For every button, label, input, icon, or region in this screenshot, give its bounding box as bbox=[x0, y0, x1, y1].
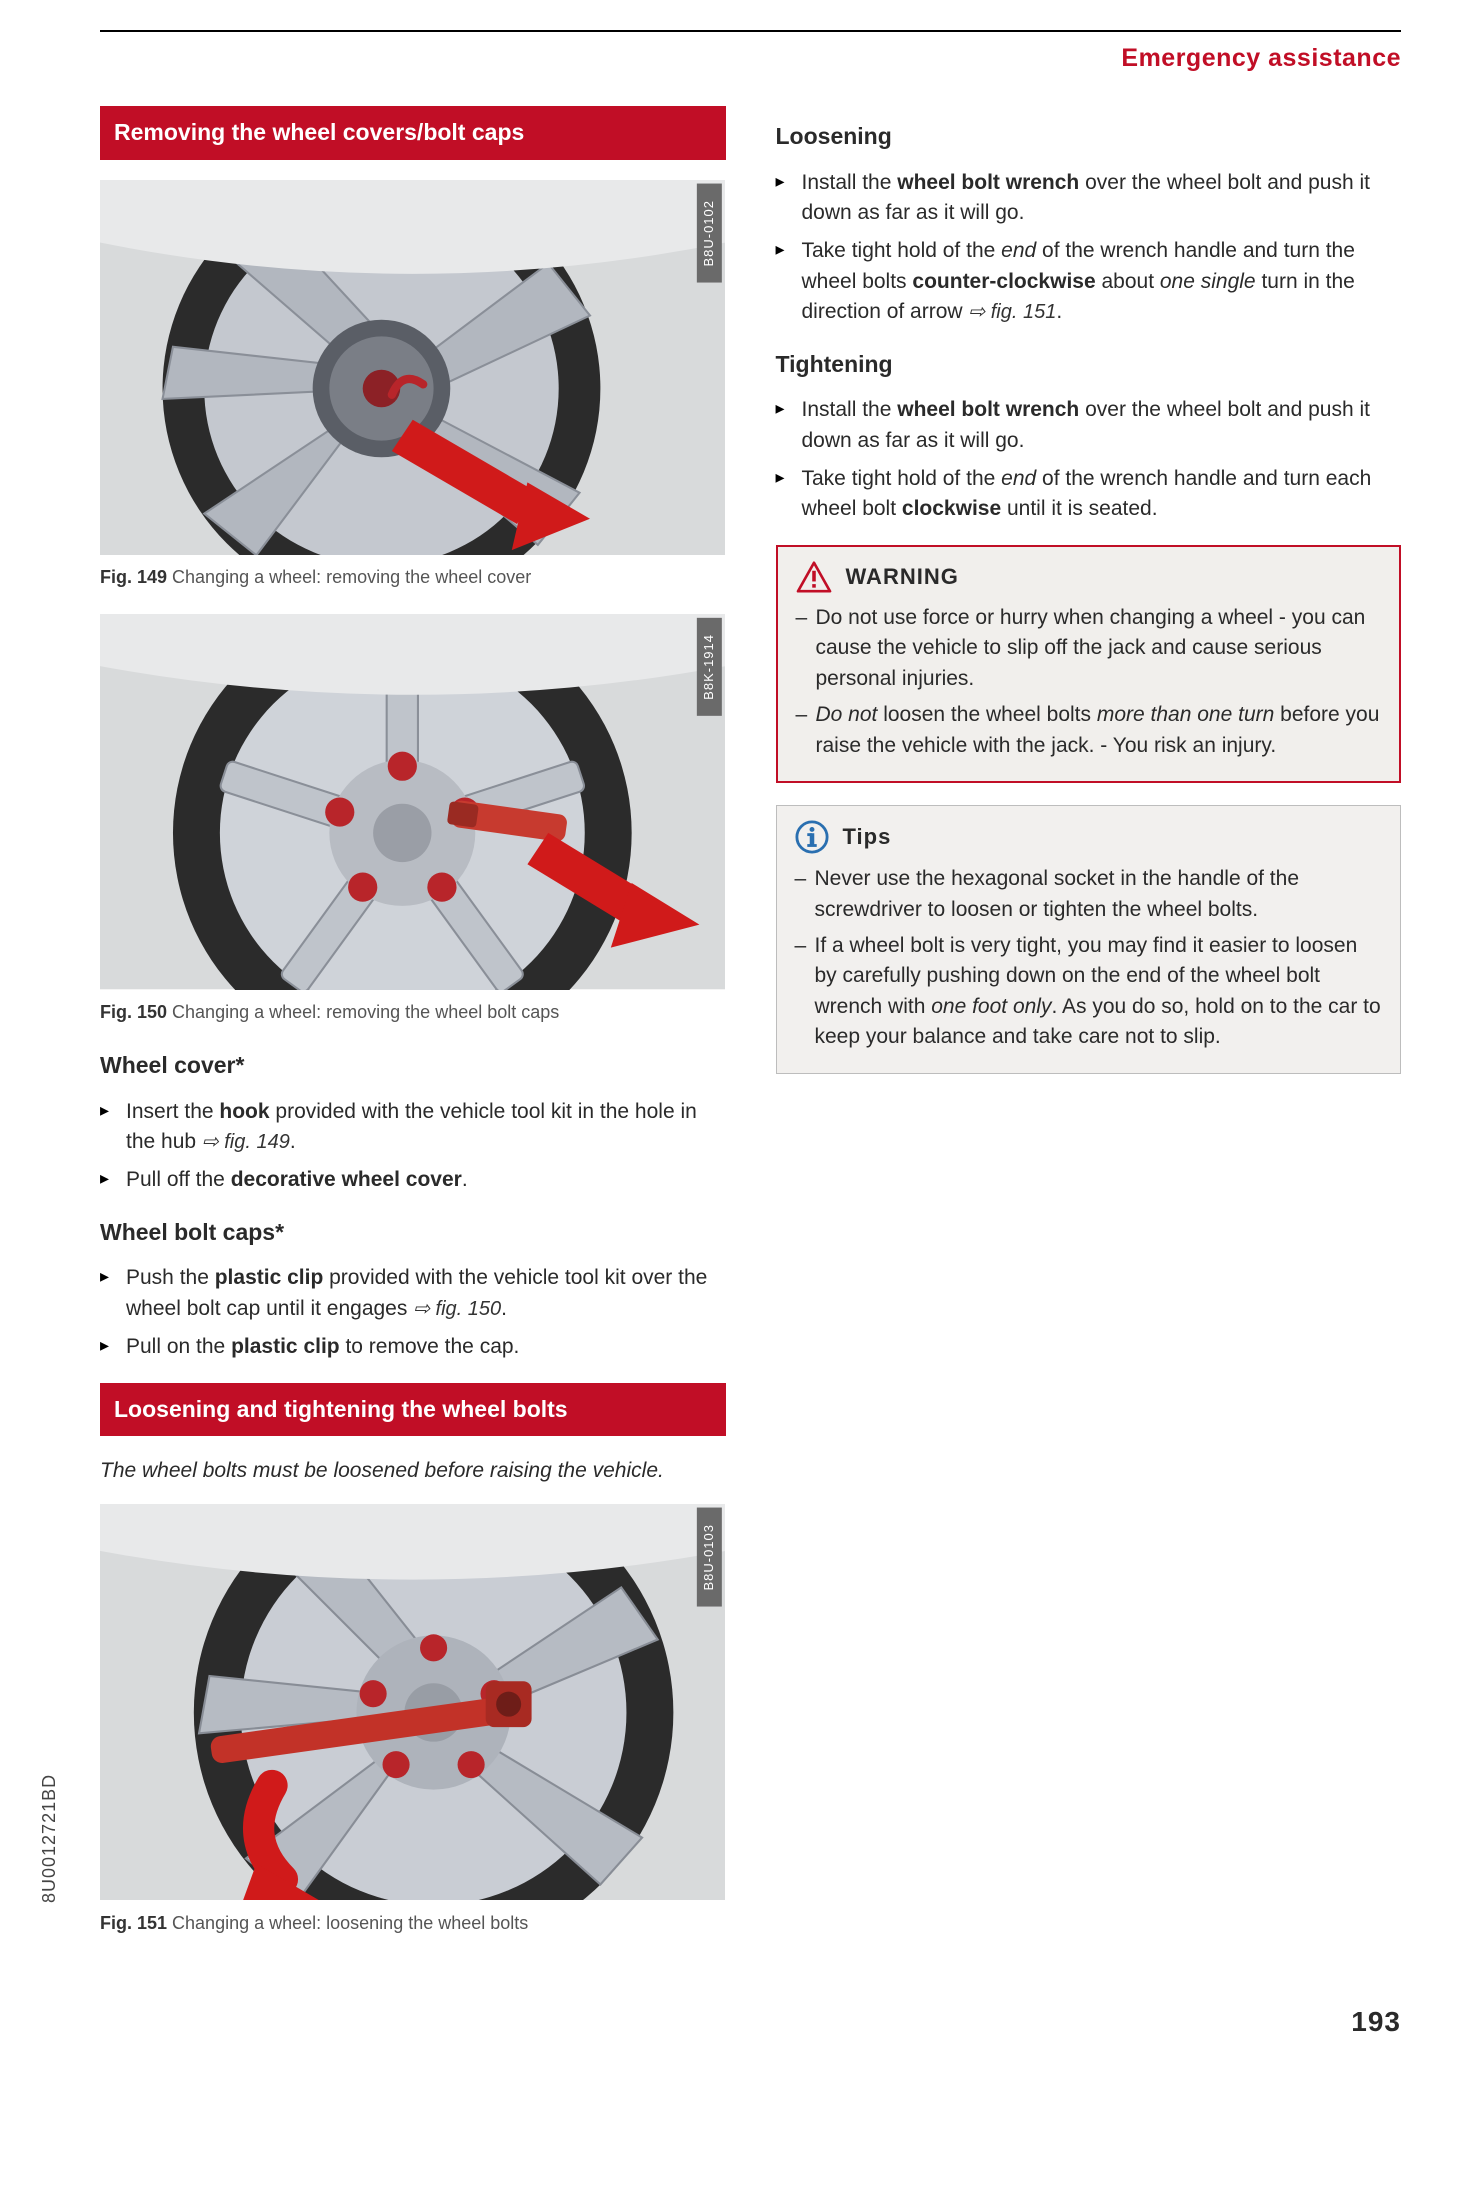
fig149-tag: B8U-0102 bbox=[697, 184, 722, 283]
tips-box-head: Tips bbox=[795, 820, 1383, 854]
info-circle-icon bbox=[795, 820, 829, 854]
wheel-cover-list: Insert the hook provided with the vehicl… bbox=[100, 1097, 726, 1196]
wheel-cover-heading: Wheel cover* bbox=[100, 1049, 726, 1082]
bolt-caps-item-1: Push the plastic clip provided with the … bbox=[100, 1263, 726, 1324]
bolt-caps-heading: Wheel bolt caps* bbox=[100, 1216, 726, 1249]
tightening-list: Install the wheel bolt wrench over the w… bbox=[776, 395, 1402, 525]
right-column: Loosening Install the wheel bolt wrench … bbox=[776, 106, 1402, 1942]
warning-triangle-icon bbox=[796, 561, 832, 593]
figure-151: B8U-0103 bbox=[100, 1504, 726, 1910]
fig151-tag: B8U-0103 bbox=[697, 1508, 722, 1607]
bolt-caps-item-2: Pull on the plastic clip to remove the c… bbox=[100, 1332, 726, 1362]
tips-label: Tips bbox=[843, 821, 892, 853]
fig149-caption: Fig. 149 Changing a wheel: removing the … bbox=[100, 564, 726, 590]
heading-removing-covers: Removing the wheel covers/bolt caps bbox=[100, 106, 726, 159]
tightening-heading: Tightening bbox=[776, 348, 1402, 381]
page-number: 193 bbox=[100, 2002, 1401, 2043]
loosening-item-1: Install the wheel bolt wrench over the w… bbox=[776, 168, 1402, 229]
fig151-illustration bbox=[100, 1504, 725, 1900]
warning-item-2: Do not loosen the wheel bolts more than … bbox=[796, 700, 1382, 761]
figure-150: B8K-1914 bbox=[100, 614, 726, 999]
tips-item-1: Never use the hexagonal socket in the ha… bbox=[795, 864, 1383, 925]
tips-list: Never use the hexagonal socket in the ha… bbox=[795, 864, 1383, 1053]
warning-label: WARNING bbox=[846, 561, 959, 593]
warning-box: WARNING Do not use force or hurry when c… bbox=[776, 545, 1402, 783]
heading-loosening-tightening: Loosening and tightening the wheel bolts bbox=[100, 1383, 726, 1436]
page-section-title: Emergency assistance bbox=[100, 40, 1401, 76]
warning-list: Do not use force or hurry when changing … bbox=[796, 603, 1382, 761]
loosening-intro: The wheel bolts must be loosened before … bbox=[100, 1456, 726, 1486]
loosening-item-2: Take tight hold of the end of the wrench… bbox=[776, 236, 1402, 327]
tips-item-2: If a wheel bolt is very tight, you may f… bbox=[795, 931, 1383, 1053]
wheel-cover-item-2: Pull off the decorative wheel cover. bbox=[100, 1165, 726, 1195]
figure-149: B8U-0102 bbox=[100, 180, 726, 565]
bolt-caps-list: Push the plastic clip provided with the … bbox=[100, 1263, 726, 1362]
fig150-illustration bbox=[100, 614, 725, 989]
wheel-cover-item-1: Insert the hook provided with the vehicl… bbox=[100, 1097, 726, 1158]
tips-box: Tips Never use the hexagonal socket in t… bbox=[776, 805, 1402, 1074]
loosening-list: Install the wheel bolt wrench over the w… bbox=[776, 168, 1402, 328]
tightening-item-1: Install the wheel bolt wrench over the w… bbox=[776, 395, 1402, 456]
fig150-caption: Fig. 150 Changing a wheel: removing the … bbox=[100, 999, 726, 1025]
fig150-tag: B8K-1914 bbox=[697, 618, 722, 716]
document-code: 8U0012721BD bbox=[36, 1774, 62, 1903]
tightening-item-2: Take tight hold of the end of the wrench… bbox=[776, 464, 1402, 525]
warning-box-head: WARNING bbox=[796, 561, 1382, 593]
warning-item-1: Do not use force or hurry when changing … bbox=[796, 603, 1382, 694]
left-column: Removing the wheel covers/bolt caps bbox=[100, 106, 726, 1942]
fig151-caption: Fig. 151 Changing a wheel: loosening the… bbox=[100, 1910, 726, 1936]
loosening-heading: Loosening bbox=[776, 120, 1402, 153]
fig149-illustration bbox=[100, 180, 725, 555]
